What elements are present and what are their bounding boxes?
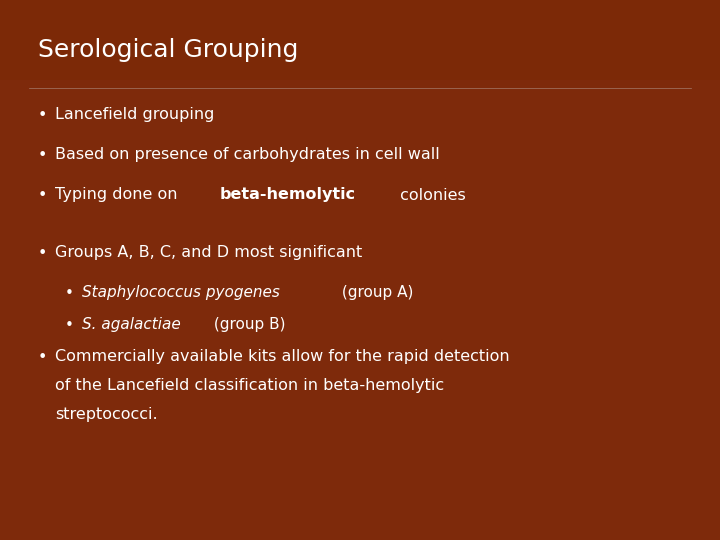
Text: beta-hemolytic: beta-hemolytic — [220, 187, 356, 202]
Text: •: • — [65, 318, 74, 333]
Text: •: • — [38, 187, 48, 202]
Text: Lancefield grouping: Lancefield grouping — [55, 107, 215, 123]
Text: •: • — [38, 147, 48, 163]
Text: colonies: colonies — [395, 187, 466, 202]
Text: Staphylococcus pyogenes: Staphylococcus pyogenes — [82, 286, 280, 300]
Text: •: • — [38, 349, 48, 364]
Text: Typing done on: Typing done on — [55, 187, 183, 202]
Text: S. agalactiae: S. agalactiae — [82, 318, 181, 333]
Text: Commercially available kits allow for the rapid detection: Commercially available kits allow for th… — [55, 349, 510, 364]
Text: (group A): (group A) — [338, 286, 414, 300]
Text: streptococci.: streptococci. — [55, 407, 158, 422]
Text: of the Lancefield classification in beta-hemolytic: of the Lancefield classification in beta… — [55, 379, 444, 393]
Text: Based on presence of carbohydrates in cell wall: Based on presence of carbohydrates in ce… — [55, 147, 440, 163]
Text: Groups A, B, C, and D most significant: Groups A, B, C, and D most significant — [55, 246, 362, 260]
Text: •: • — [65, 286, 74, 300]
Text: (group B): (group B) — [210, 318, 286, 333]
Bar — [0, 0, 720, 80]
Text: •: • — [38, 246, 48, 260]
Text: •: • — [38, 107, 48, 123]
Text: Serological Grouping: Serological Grouping — [38, 38, 298, 62]
